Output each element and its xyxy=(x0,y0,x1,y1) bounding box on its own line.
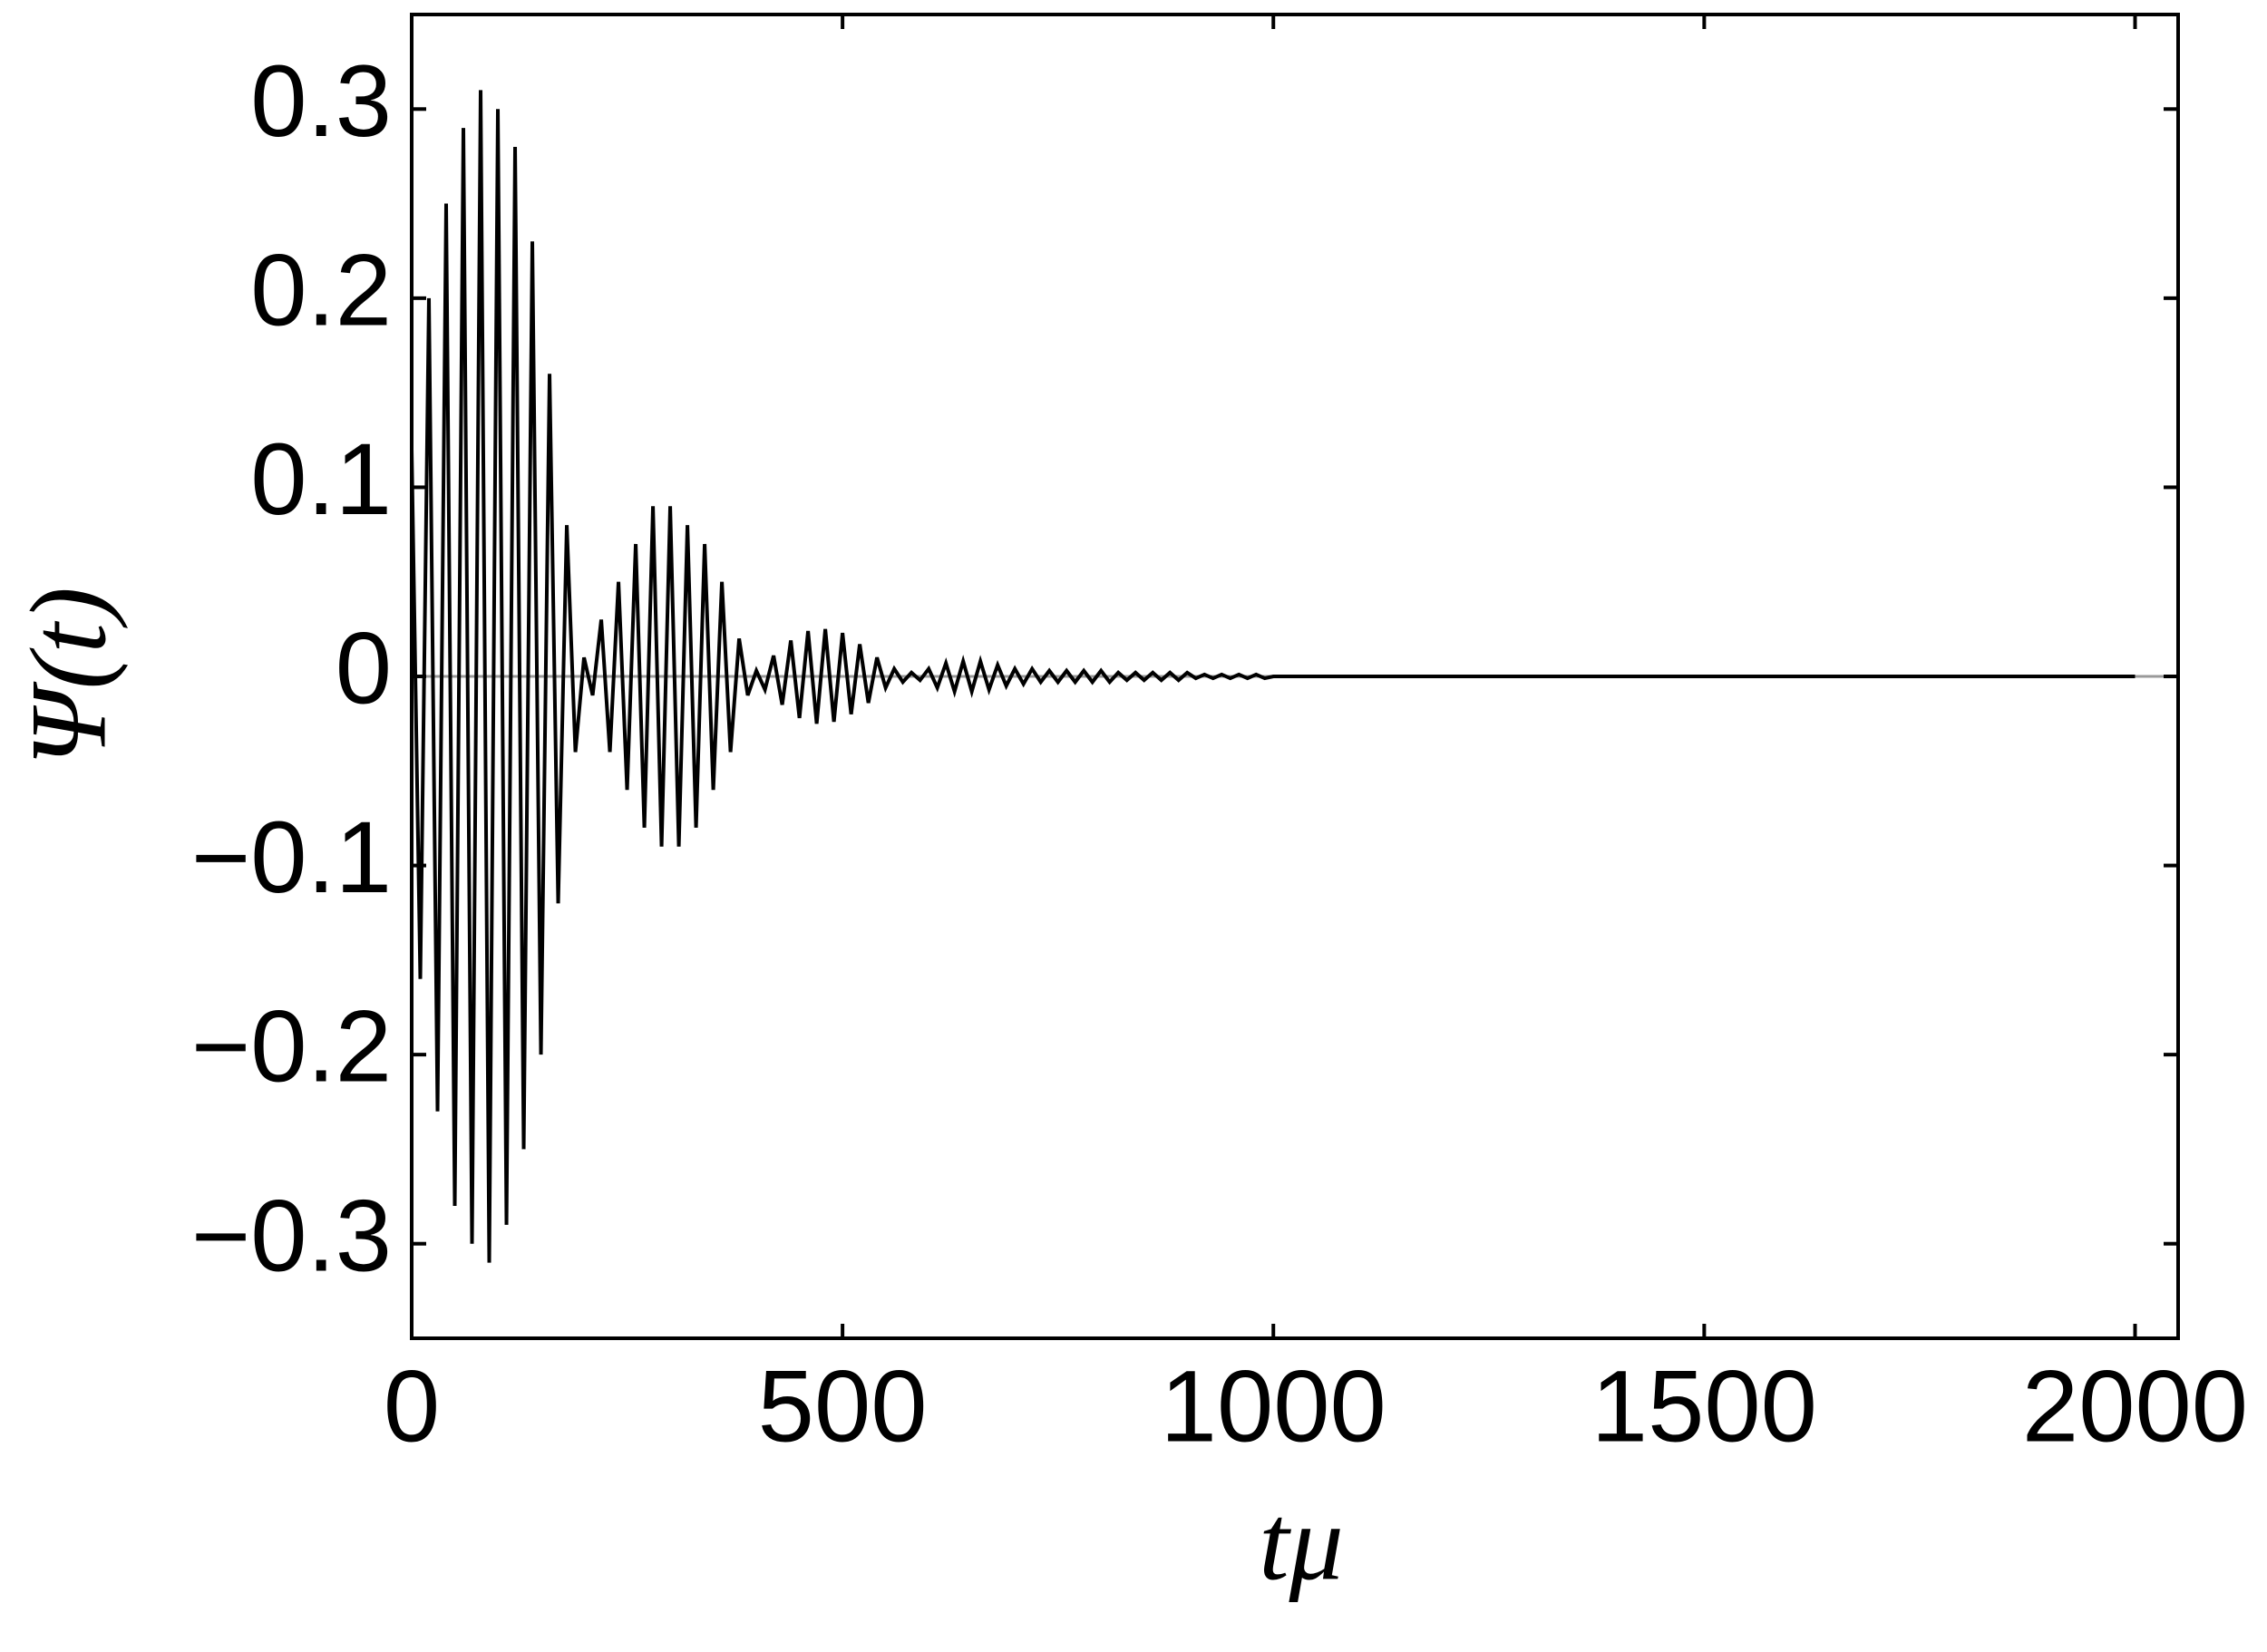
data-line xyxy=(410,90,2136,1263)
y-tick-label: −0.2 xyxy=(191,990,392,1103)
y-tick-label: 0.3 xyxy=(250,44,392,158)
x-axis-label: tμ xyxy=(1259,1482,1344,1603)
y-tick-label: −0.1 xyxy=(191,801,392,914)
y-tick-label: 0 xyxy=(336,612,392,725)
y-tick-label: 0.1 xyxy=(250,423,392,536)
x-tick-label: 1000 xyxy=(1161,1350,1386,1463)
x-tick-label: 1500 xyxy=(1591,1350,1817,1463)
y-tick-label: −0.3 xyxy=(191,1179,392,1292)
x-tick-label: 2000 xyxy=(2022,1350,2248,1463)
y-axis-label: Ψ(t) xyxy=(8,587,129,766)
y-tick-label: 0.2 xyxy=(250,233,392,346)
x-tick-label: 0 xyxy=(384,1350,440,1463)
x-tick-label: 500 xyxy=(758,1350,928,1463)
